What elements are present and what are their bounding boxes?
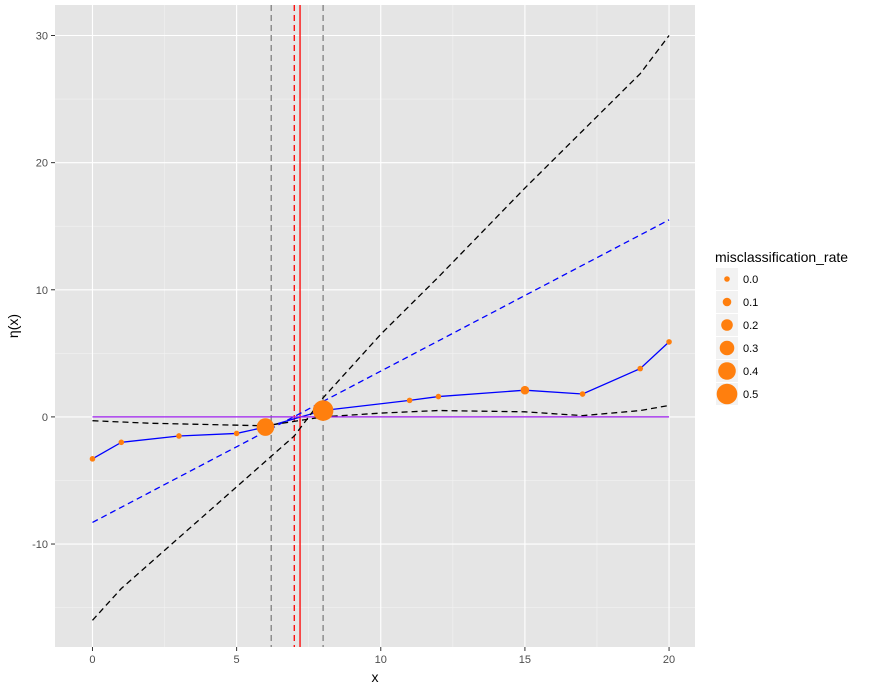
- legend-key-label: 0.3: [743, 343, 758, 355]
- grid-minor: [55, 5, 695, 647]
- x-tick-label: 15: [519, 654, 531, 666]
- legend-key-label: 0.1: [743, 297, 758, 309]
- x-tick-label: 20: [663, 654, 675, 666]
- y-tick-label: 20: [36, 158, 48, 170]
- legend-key-label: 0.2: [743, 320, 758, 332]
- legend-title: misclassification_rate: [715, 249, 848, 265]
- y-axis: -10 0 10 20 30: [32, 31, 55, 551]
- data-point: [637, 365, 644, 372]
- data-point: [176, 433, 182, 439]
- series-line: [91, 35, 670, 621]
- series-line: [92, 219, 670, 523]
- data-point: [406, 397, 413, 404]
- legend-key-label: 0.4: [743, 366, 758, 378]
- data-point: [89, 456, 96, 462]
- legend-key-label: 0.5: [743, 389, 758, 401]
- y-tick-label: 0: [42, 412, 48, 424]
- data-point: [666, 339, 672, 345]
- points-layer: [89, 339, 672, 462]
- data-point: [118, 439, 125, 446]
- data-point: [233, 430, 240, 437]
- series-line: [92, 404, 670, 427]
- y-tick-label: 10: [36, 285, 48, 297]
- legend-key-point: [722, 297, 732, 307]
- x-tick-label: 5: [234, 654, 240, 666]
- legend-key-point: [721, 319, 733, 331]
- legend: misclassification_rate 0.00.10.20.30.40.…: [715, 249, 848, 405]
- x-tick-label: 10: [375, 654, 387, 666]
- legend-key-label: 0.0: [743, 274, 758, 286]
- legend-keys: 0.0 0.1 0.2 0.3 0.4 0.5: [716, 268, 758, 405]
- series-line: [92, 341, 670, 460]
- x-tick-label: 0: [89, 654, 95, 666]
- data-point: [520, 385, 530, 395]
- grid-major: [55, 5, 695, 647]
- y-axis-title: η(x): [5, 314, 21, 338]
- legend-key-point: [719, 340, 735, 356]
- data-point: [435, 393, 442, 400]
- plot-panel: [55, 5, 695, 647]
- legend-key-point: [724, 276, 730, 282]
- y-tick-label: 30: [36, 31, 48, 43]
- data-point: [256, 418, 275, 436]
- legend-key-point: [716, 383, 738, 405]
- y-tick-label: -10: [32, 539, 48, 551]
- legend-key-point: [718, 362, 736, 380]
- data-point: [579, 391, 586, 397]
- x-axis-title: x: [372, 669, 379, 685]
- series-layer: [91, 5, 670, 647]
- data-point: [312, 400, 334, 421]
- x-axis: 0 5 10 15 20: [89, 647, 675, 666]
